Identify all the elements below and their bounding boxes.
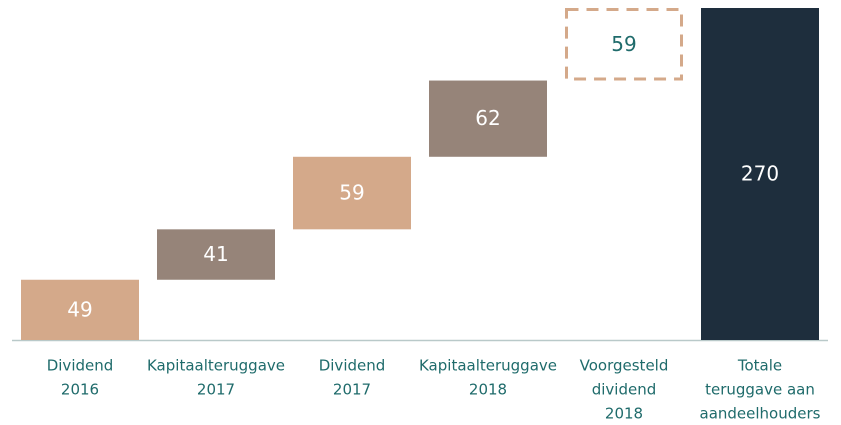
x-tick-label: Totale [737, 357, 782, 375]
x-tick-label: aandeelhouders [700, 405, 821, 423]
x-tick-label: 2018 [469, 381, 507, 399]
x-tick-label: Voorgesteld [580, 357, 669, 375]
bar [429, 80, 547, 157]
x-tick-label: Dividend [319, 357, 386, 375]
value-label: 41 [203, 242, 228, 266]
x-tick-label: Kapitaalteruggave [147, 357, 285, 375]
x-tick-label: Kapitaalteruggave [419, 357, 557, 375]
bar [293, 156, 411, 230]
value-label: 59 [611, 32, 636, 56]
bar [701, 8, 819, 340]
bar [565, 8, 683, 81]
bar [157, 229, 275, 280]
x-tick-label: 2018 [605, 405, 643, 423]
x-tick-label: 2017 [333, 381, 371, 399]
value-label: 59 [339, 181, 364, 205]
value-label: 270 [741, 162, 779, 186]
x-tick-label: Dividend [47, 357, 114, 375]
x-tick-label: teruggave aan [705, 381, 815, 399]
bar [21, 279, 139, 340]
value-label: 49 [67, 297, 92, 321]
value-label: 62 [475, 106, 500, 130]
x-tick-label: 2017 [197, 381, 235, 399]
x-tick-label: 2016 [61, 381, 99, 399]
x-tick-label: dividend [592, 381, 657, 399]
